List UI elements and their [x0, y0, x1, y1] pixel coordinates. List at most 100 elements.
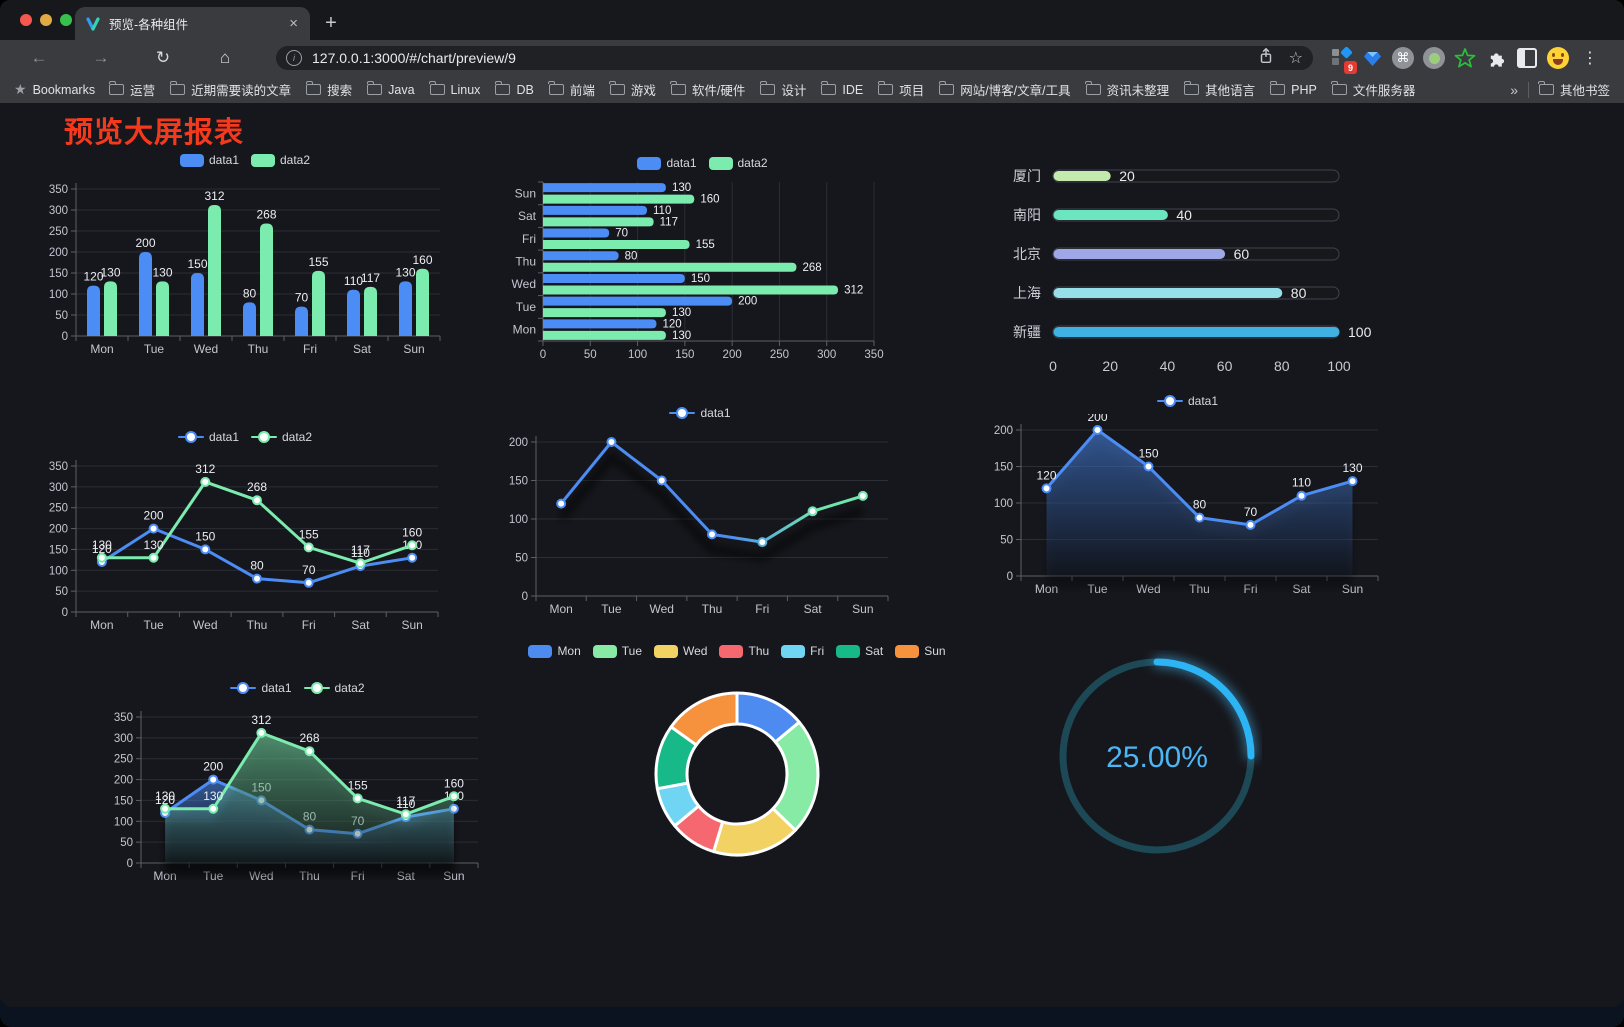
extension-command-icon[interactable]: ⌘ [1390, 45, 1416, 71]
new-tab-button[interactable]: + [325, 12, 337, 34]
legend-item-data2[interactable]: data2 [303, 681, 365, 695]
legend-item-Wed[interactable]: Wed [654, 644, 707, 658]
window-minimize-button[interactable] [40, 14, 52, 26]
legend-item-data1[interactable]: data1 [177, 430, 239, 444]
svg-text:80: 80 [1291, 285, 1307, 301]
bookmark-star-icon[interactable]: ☆ [1288, 50, 1303, 67]
svg-text:Wed: Wed [512, 277, 536, 291]
bookmark-folder-Java[interactable]: Java [366, 81, 415, 97]
legend-item-Thu[interactable]: Thu [719, 644, 769, 658]
window-close-button[interactable] [20, 14, 32, 26]
svg-text:50: 50 [120, 837, 133, 849]
dashboard-panel: 预览大屏报表 data1 data2 0 50 100 150 200 250 300 350 Mo… [0, 103, 1624, 1007]
site-info-icon[interactable]: i [286, 50, 302, 66]
svg-text:117: 117 [396, 794, 415, 808]
svg-text:Fri: Fri [522, 232, 536, 246]
bookmark-folder-前端[interactable]: 前端 [548, 80, 595, 99]
svg-text:160: 160 [700, 194, 719, 206]
extension-emoji-icon[interactable] [1545, 45, 1571, 71]
bookmark-folder-其他语言[interactable]: 其他语言 [1183, 80, 1255, 99]
legend-item-data2[interactable]: data2 [708, 156, 768, 170]
legend-item-data2[interactable]: data2 [251, 430, 312, 444]
svg-text:130: 130 [672, 330, 691, 342]
page-content: 预览大屏报表 data1 data2 0 50 100 150 200 250 300 350 Mo… [0, 103, 1624, 1027]
bookmark-folder-PHP[interactable]: PHP [1269, 81, 1317, 97]
forward-icon[interactable]: → [92, 48, 110, 67]
tab-close-icon[interactable]: × [289, 15, 298, 32]
svg-text:0: 0 [62, 331, 68, 343]
bookmark-folder-DB[interactable]: DB [494, 81, 534, 97]
bookmark-folder-游戏[interactable]: 游戏 [609, 80, 656, 99]
bookmark-folder-Linux[interactable]: Linux [429, 81, 480, 97]
bookmark-folder-项目[interactable]: 项目 [877, 80, 924, 99]
bookmark-folder-搜索[interactable]: 搜索 [305, 80, 352, 99]
legend-item-Tue[interactable]: Tue [592, 644, 642, 658]
svg-text:80: 80 [1193, 498, 1207, 512]
other-bookmarks-folder[interactable]: 其他书签 [1538, 80, 1610, 99]
legend-item-Fri[interactable]: Fri [781, 644, 824, 658]
bookmarks-overflow-icon[interactable]: » [1510, 81, 1518, 98]
bookmark-folder-近期需要读的文章[interactable]: 近期需要读的文章 [169, 80, 291, 99]
folder-icon [1331, 81, 1347, 95]
legend-item-Sun[interactable]: Sun [895, 644, 946, 658]
extension-grid-diamond-icon[interactable]: 9 [1328, 45, 1357, 74]
svg-text:120: 120 [662, 318, 681, 330]
browser-tab[interactable]: 预览-各种组件 × [75, 7, 310, 40]
svg-text:150: 150 [49, 268, 68, 280]
extension-green-star-icon[interactable] [1452, 45, 1478, 71]
folder-icon [548, 81, 564, 95]
svg-text:Tue: Tue [516, 300, 537, 314]
legend-item-data1[interactable]: data1 [669, 406, 731, 420]
svg-text:Tue: Tue [144, 342, 165, 356]
grouped-bar-chart-canvas: 0 50 100 150 200 250 300 350 Mon Tue Wed Thu Fri Sat S… [49, 183, 441, 356]
svg-text:150: 150 [509, 476, 528, 488]
bookmark-folder-运营[interactable]: 运营 [108, 80, 155, 99]
legend-item-data1[interactable]: data1 [1156, 394, 1218, 408]
svg-text:130: 130 [1342, 461, 1362, 475]
bookmark-folder-IDE[interactable]: IDE [820, 81, 863, 97]
reload-icon[interactable]: ↻ [155, 48, 171, 67]
svg-text:130: 130 [100, 265, 120, 279]
svg-text:100: 100 [994, 498, 1013, 510]
bookmark-folder-文件服务器[interactable]: 文件服务器 [1331, 80, 1415, 99]
extensions-puzzle-icon[interactable] [1483, 45, 1509, 71]
svg-text:150: 150 [994, 462, 1013, 474]
svg-text:0: 0 [127, 858, 133, 870]
legend-item-Mon[interactable]: Mon [528, 644, 581, 658]
legend-item-data2[interactable]: data2 [251, 153, 310, 167]
url-text[interactable]: 127.0.0.1:3000/#/chart/preview/9 [312, 50, 516, 66]
svg-text:200: 200 [723, 349, 742, 361]
svg-text:Sat: Sat [351, 618, 370, 632]
home-icon[interactable]: ⌂ [219, 48, 231, 67]
svg-text:312: 312 [844, 284, 863, 296]
address-bar[interactable]: i 127.0.0.1:3000/#/chart/preview/9 ☆ [276, 46, 1313, 70]
bookmark-folder-资讯未整理[interactable]: 资讯未整理 [1085, 80, 1169, 99]
window-zoom-button[interactable] [60, 14, 72, 26]
svg-text:Thu: Thu [247, 618, 268, 632]
bookmark-folder-软件/硬件[interactable]: 软件/硬件 [670, 80, 745, 99]
ring-progress-gauge-canvas: 25.00% [1059, 658, 1255, 854]
back-icon[interactable]: ← [30, 48, 48, 67]
svg-text:150: 150 [195, 529, 215, 543]
bookmarks-label[interactable]: Bookmarks [32, 82, 96, 97]
svg-text:200: 200 [738, 296, 757, 308]
extension-green-dot-icon[interactable] [1421, 45, 1447, 71]
svg-text:268: 268 [256, 207, 276, 221]
legend-item-data1[interactable]: data1 [637, 156, 697, 170]
legend-item-Sat[interactable]: Sat [836, 644, 883, 658]
extensions-area: 9 ⌘ [1323, 45, 1599, 74]
svg-text:Fri: Fri [302, 618, 316, 632]
legend-item-data1[interactable]: data1 [179, 153, 239, 167]
share-icon[interactable] [1257, 47, 1275, 70]
extension-gem-icon[interactable] [1359, 45, 1385, 71]
browser-menu-icon[interactable]: ⋮ [1582, 50, 1598, 67]
folder-icon [1085, 81, 1101, 95]
svg-text:350: 350 [114, 712, 133, 724]
extension-dark-mode-icon[interactable] [1514, 45, 1540, 71]
bookmark-folder-网站/博客/文章/工具[interactable]: 网站/博客/文章/工具 [938, 80, 1071, 99]
window-controls [20, 14, 72, 26]
bookmark-folder-设计[interactable]: 设计 [759, 80, 806, 99]
svg-text:200: 200 [135, 236, 155, 250]
svg-text:50: 50 [1000, 535, 1013, 547]
legend-item-data1[interactable]: data1 [230, 681, 292, 695]
